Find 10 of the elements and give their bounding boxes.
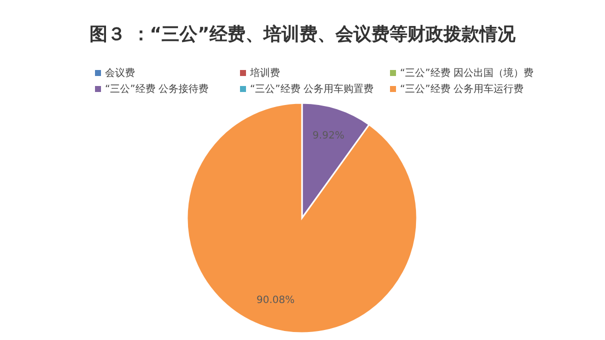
legend-label: “三公”经费 因公出国（境）费 xyxy=(400,67,534,79)
legend-label: 会议费 xyxy=(105,67,135,79)
data-label: 90.08% xyxy=(256,294,295,306)
data-label: 9.92% xyxy=(312,130,344,142)
legend-label: “三公”经费 公务用车购置费 xyxy=(250,83,374,95)
legend-label: 培训费 xyxy=(249,67,280,79)
legend-label: “三公”经费 公务用车运行费 xyxy=(400,83,524,95)
legend-label: “三公”经费 公务接待费 xyxy=(105,83,209,95)
chart-title: 图３ ：“三公”经费、培训费、会议费等财政拨款情况 xyxy=(90,24,516,45)
pie-slice xyxy=(186,102,418,334)
